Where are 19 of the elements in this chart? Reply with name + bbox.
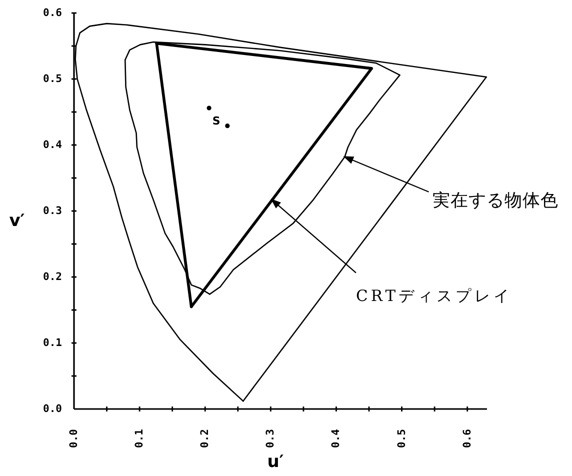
x-tick-label: 0.0	[68, 429, 80, 448]
annotation: 実在する物体色	[432, 190, 559, 211]
x-tick-label: 0.2	[199, 429, 212, 448]
x-tick-label: 0.3	[264, 429, 277, 448]
annotation: S	[212, 114, 220, 128]
y-tick-label: 0.6	[43, 7, 62, 19]
x-tick-label: 0.4	[330, 429, 342, 448]
y-tick-label: 0.1	[43, 337, 62, 349]
annotation: CRTディスプレイ	[356, 286, 513, 305]
x-axis-title: u′	[267, 452, 284, 472]
x-tick-label: 0.5	[396, 429, 408, 448]
y-tick-label: 0.3	[43, 205, 62, 217]
y-axis-title: v′	[9, 211, 26, 231]
y-tick-label: 0.2	[43, 271, 62, 283]
x-tick-label: 0.6	[461, 429, 474, 448]
x-tick-label: 0.1	[134, 429, 146, 448]
y-tick-label: 0.0	[43, 403, 62, 415]
y-tick-label: 0.5	[43, 73, 62, 85]
y-tick-label: 0.4	[43, 139, 62, 151]
